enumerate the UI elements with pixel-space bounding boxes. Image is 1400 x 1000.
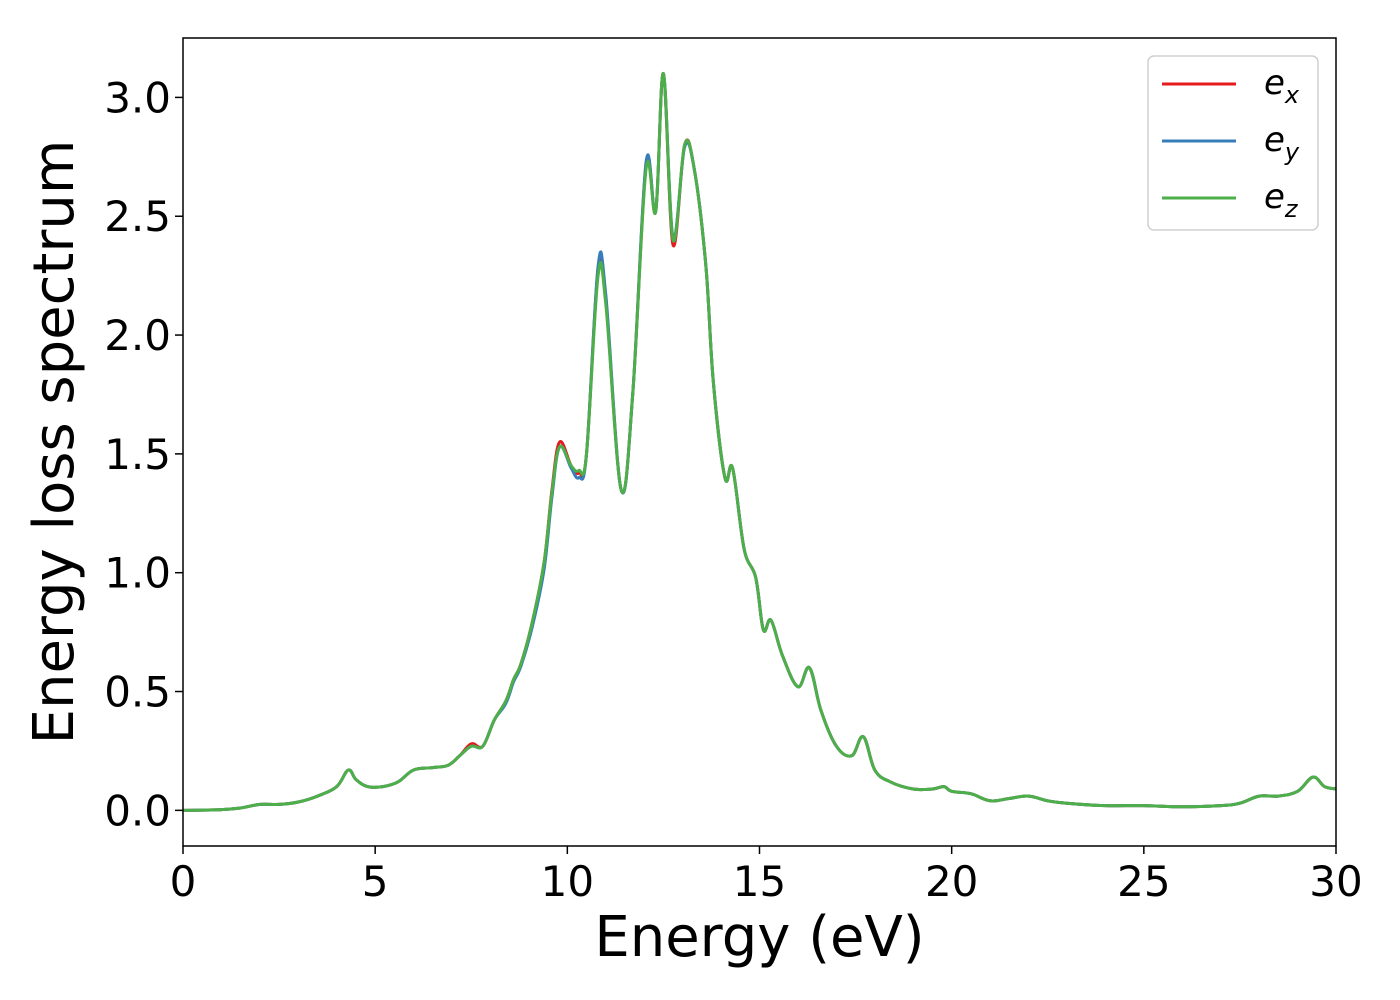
y-tick-label: 1.0	[104, 549, 171, 598]
legend-label-ex: ex	[1264, 63, 1300, 109]
legend-label-subscript: x	[1284, 81, 1300, 109]
y-tick-label: 2.5	[104, 192, 171, 241]
x-axis-title: Energy (eV)	[594, 905, 924, 970]
legend-label-subscript: z	[1284, 195, 1299, 223]
x-tick-label: 10	[541, 857, 594, 906]
series-layer	[183, 72, 1336, 812]
legend-label-ey: ey	[1264, 120, 1300, 166]
ticks-layer: 0 5 10 15 20 25 30 0.0 0.5 1.0 1.5 2.0 2.5 3.0	[104, 73, 1363, 906]
y-tick-label: 2.0	[104, 311, 171, 360]
x-tick-label: 20	[925, 857, 978, 906]
y-tick-label: 3.0	[104, 73, 171, 122]
x-tick-label: 15	[733, 857, 786, 906]
x-tick-label: 25	[1117, 857, 1170, 906]
x-tick-label: 30	[1309, 857, 1362, 906]
y-tick-label: 0.5	[104, 668, 171, 717]
y-axis-title: Energy loss spectrum	[22, 140, 87, 745]
x-tick-label: 5	[362, 857, 389, 906]
legend-label-ez: ez	[1264, 177, 1299, 223]
legend-label-base: e	[1264, 120, 1285, 160]
legend-label-base: e	[1264, 63, 1285, 103]
y-tick-label: 1.5	[104, 430, 171, 479]
x-tick-label: 0	[170, 857, 197, 906]
legend-label-subscript: y	[1284, 138, 1300, 166]
legend-label-base: e	[1264, 177, 1285, 217]
series-line-ez	[183, 72, 1336, 812]
legend-box	[1147, 55, 1319, 231]
y-tick-label: 0.0	[104, 786, 171, 835]
